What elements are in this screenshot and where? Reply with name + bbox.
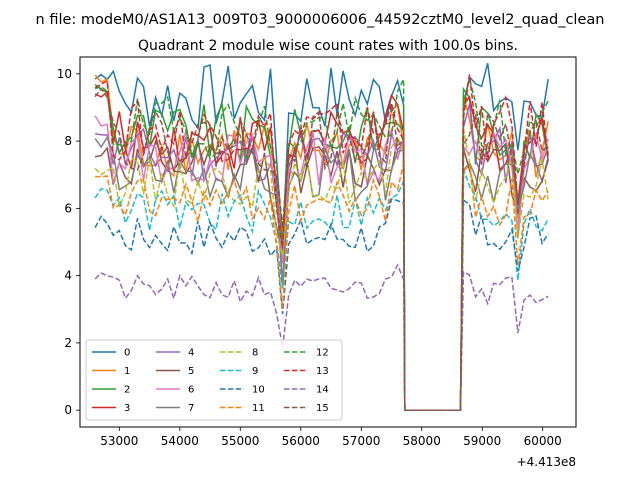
y-tick-label: 4 xyxy=(64,269,72,283)
legend-label: 6 xyxy=(188,385,194,396)
y-tick-label: 10 xyxy=(57,67,72,81)
legend-label: 15 xyxy=(316,403,329,414)
x-tick-label: 55000 xyxy=(221,434,259,448)
x-tick-label: 58000 xyxy=(403,434,441,448)
legend-label: 8 xyxy=(252,348,258,359)
y-tick-label: 2 xyxy=(64,336,72,350)
legend-label: 9 xyxy=(252,366,258,377)
legend-label: 10 xyxy=(252,385,265,396)
series-line-12 xyxy=(94,78,549,411)
y-tick-label: 0 xyxy=(64,403,72,417)
series-line-7 xyxy=(94,135,549,411)
legend-label: 11 xyxy=(252,403,265,414)
legend-label: 2 xyxy=(124,385,130,396)
series-line-0 xyxy=(94,63,549,411)
y-tick-label: 8 xyxy=(64,134,72,148)
series-line-5 xyxy=(94,136,549,411)
x-tick-label: 59000 xyxy=(463,434,501,448)
series-line-14 xyxy=(94,263,549,411)
legend-box xyxy=(85,339,343,421)
y-tick-label: 6 xyxy=(64,201,72,215)
series-line-15 xyxy=(94,87,549,411)
x-tick-label: 57000 xyxy=(342,434,380,448)
y-axis: 0 2 4 6 8 10 xyxy=(57,67,80,417)
x-tick-label: 60000 xyxy=(524,434,562,448)
legend-label: 4 xyxy=(188,348,194,359)
plot-frame xyxy=(79,56,577,428)
series-line-11 xyxy=(95,162,549,411)
x-tick-label: 53000 xyxy=(100,434,138,448)
legend-label: 12 xyxy=(316,348,329,359)
series-line-8 xyxy=(94,128,549,411)
legend-label: 0 xyxy=(124,348,130,359)
legend-label: 5 xyxy=(188,366,194,377)
legend-label: 14 xyxy=(316,385,329,396)
legend-label: 3 xyxy=(124,403,130,414)
x-offset-label: +4.413e8 xyxy=(517,455,576,469)
x-axis: 53000 54000 55000 56000 57000 58000 59000 60000 xyxy=(100,427,562,448)
series-line-13 xyxy=(94,74,549,411)
x-tick-label: 56000 xyxy=(282,434,320,448)
chart-title: Quadrant 2 module wise count rates with … xyxy=(138,38,518,54)
series-lines xyxy=(94,63,549,411)
x-tick-label: 54000 xyxy=(161,434,199,448)
legend-label: 7 xyxy=(188,403,194,414)
legend-label: 13 xyxy=(316,366,329,377)
legend-label: 1 xyxy=(124,366,130,377)
figure-suptitle: n file: modeM0/AS1A13_009T03_9000006006_… xyxy=(36,12,605,28)
